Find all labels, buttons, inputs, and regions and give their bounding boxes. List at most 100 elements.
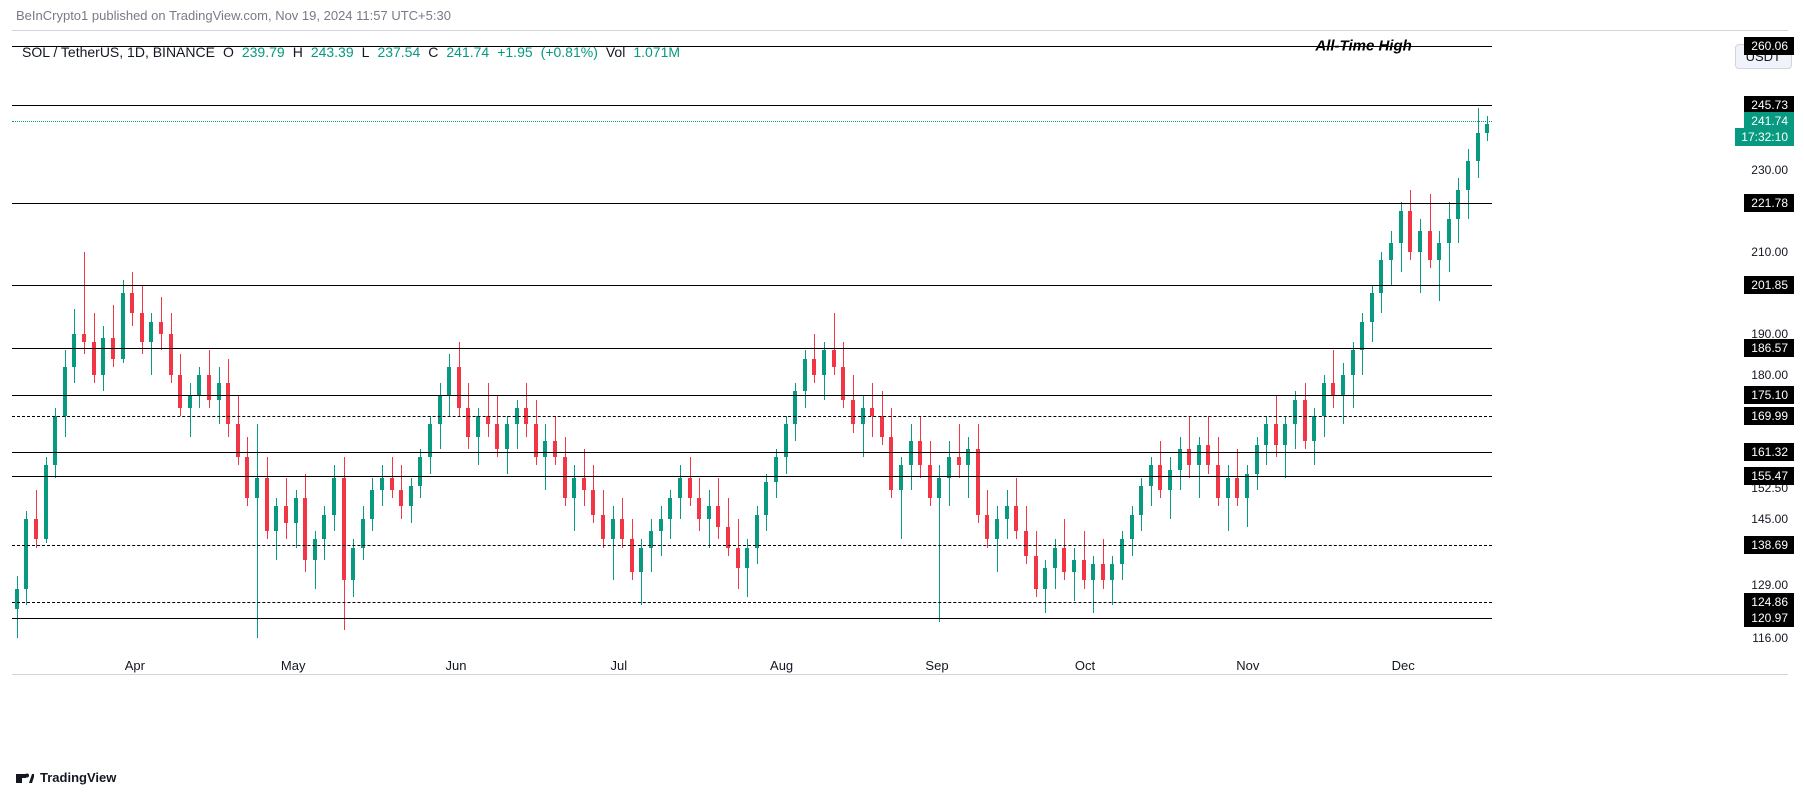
candle-body[interactable]	[1235, 478, 1239, 499]
candle-body[interactable]	[1024, 531, 1028, 556]
candle-body[interactable]	[1072, 560, 1076, 572]
candle-body[interactable]	[34, 519, 38, 540]
candle-body[interactable]	[1293, 400, 1297, 425]
horizontal-level-line[interactable]	[12, 348, 1492, 349]
horizontal-level-line[interactable]	[12, 285, 1492, 286]
candle-body[interactable]	[947, 457, 951, 478]
candle-body[interactable]	[1312, 416, 1316, 441]
candle-body[interactable]	[1206, 445, 1210, 466]
candle-body[interactable]	[1447, 219, 1451, 244]
candle-body[interactable]	[774, 457, 778, 482]
candle-body[interactable]	[332, 478, 336, 515]
candle-body[interactable]	[1408, 211, 1412, 252]
candle-body[interactable]	[611, 519, 615, 540]
candle-body[interactable]	[217, 383, 221, 399]
candle-body[interactable]	[1264, 424, 1268, 445]
horizontal-level-line[interactable]	[12, 395, 1492, 396]
candle-body[interactable]	[197, 375, 201, 396]
candle-body[interactable]	[284, 506, 288, 522]
candle-body[interactable]	[1360, 322, 1364, 351]
candle-body[interactable]	[668, 498, 672, 519]
candle-body[interactable]	[370, 490, 374, 519]
candle-body[interactable]	[1399, 211, 1403, 244]
candle-body[interactable]	[82, 334, 86, 342]
candle-body[interactable]	[620, 519, 624, 540]
candle-body[interactable]	[1005, 506, 1009, 518]
chart-area[interactable]	[12, 38, 1492, 638]
candle-body[interactable]	[409, 486, 413, 507]
candle-body[interactable]	[1168, 470, 1172, 491]
candle-body[interactable]	[870, 408, 874, 416]
candle-body[interactable]	[495, 424, 499, 449]
candle-body[interactable]	[1043, 568, 1047, 589]
candle-body[interactable]	[553, 441, 557, 457]
candle-body[interactable]	[1331, 383, 1335, 395]
candle-body[interactable]	[639, 548, 643, 573]
candle-body[interactable]	[1437, 243, 1441, 259]
candle-body[interactable]	[72, 334, 76, 367]
candle-body[interactable]	[1197, 445, 1201, 466]
candle-body[interactable]	[53, 416, 57, 465]
candle-body[interactable]	[822, 350, 826, 375]
horizontal-level-line[interactable]	[12, 452, 1492, 453]
candle-body[interactable]	[928, 465, 932, 498]
candle-body[interactable]	[101, 338, 105, 375]
candle-body[interactable]	[457, 367, 461, 408]
candle-body[interactable]	[361, 519, 365, 548]
candle-body[interactable]	[226, 383, 230, 424]
candle-body[interactable]	[342, 478, 346, 581]
candle-body[interactable]	[1283, 424, 1287, 445]
candle-body[interactable]	[1456, 190, 1460, 219]
candle-body[interactable]	[1101, 564, 1105, 580]
horizontal-level-line[interactable]	[12, 105, 1492, 106]
x-axis[interactable]: AprMayJunJulAugSepOctNovDec	[12, 658, 1492, 678]
candle-body[interactable]	[1485, 124, 1489, 132]
candle-body[interactable]	[1139, 486, 1143, 515]
candle-body[interactable]	[1370, 293, 1374, 322]
candle-body[interactable]	[1466, 161, 1470, 190]
candle-body[interactable]	[486, 416, 490, 424]
candle-body[interactable]	[659, 519, 663, 531]
candle-body[interactable]	[505, 424, 509, 449]
candle-body[interactable]	[976, 449, 980, 515]
candle-body[interactable]	[274, 506, 278, 531]
candle-body[interactable]	[563, 457, 567, 498]
horizontal-level-line[interactable]	[12, 602, 1492, 603]
candle-body[interactable]	[15, 589, 19, 610]
candle-body[interactable]	[601, 515, 605, 540]
candle-body[interactable]	[899, 465, 903, 490]
candle-body[interactable]	[736, 548, 740, 569]
candle-body[interactable]	[1110, 564, 1114, 580]
candle-body[interactable]	[466, 408, 470, 437]
candle-body[interactable]	[1476, 133, 1480, 162]
candle-body[interactable]	[918, 441, 922, 466]
candle-body[interactable]	[697, 498, 701, 519]
candle-body[interactable]	[1303, 400, 1307, 441]
horizontal-level-line[interactable]	[12, 46, 1492, 47]
candle-body[interactable]	[543, 441, 547, 457]
candle-body[interactable]	[1428, 231, 1432, 260]
candle-body[interactable]	[1082, 560, 1086, 581]
candle-body[interactable]	[985, 515, 989, 540]
candle-body[interactable]	[678, 478, 682, 499]
candle-body[interactable]	[572, 478, 576, 499]
candle-body[interactable]	[1216, 465, 1220, 498]
horizontal-level-line[interactable]	[12, 203, 1492, 204]
candle-body[interactable]	[1245, 474, 1249, 499]
candle-body[interactable]	[303, 498, 307, 560]
candle-body[interactable]	[880, 416, 884, 437]
candle-body[interactable]	[1322, 383, 1326, 416]
candle-body[interactable]	[1120, 539, 1124, 564]
candle-body[interactable]	[140, 313, 144, 342]
candle-body[interactable]	[438, 396, 442, 425]
candle-body[interactable]	[1274, 424, 1278, 445]
candle-body[interactable]	[764, 482, 768, 515]
candle-body[interactable]	[688, 478, 692, 499]
horizontal-level-line[interactable]	[12, 476, 1492, 477]
candle-body[interactable]	[793, 391, 797, 424]
candle-body[interactable]	[1341, 375, 1345, 396]
candle-body[interactable]	[1091, 564, 1095, 580]
candle-body[interactable]	[418, 457, 422, 486]
candle-body[interactable]	[255, 478, 259, 499]
candle-body[interactable]	[1379, 260, 1383, 293]
